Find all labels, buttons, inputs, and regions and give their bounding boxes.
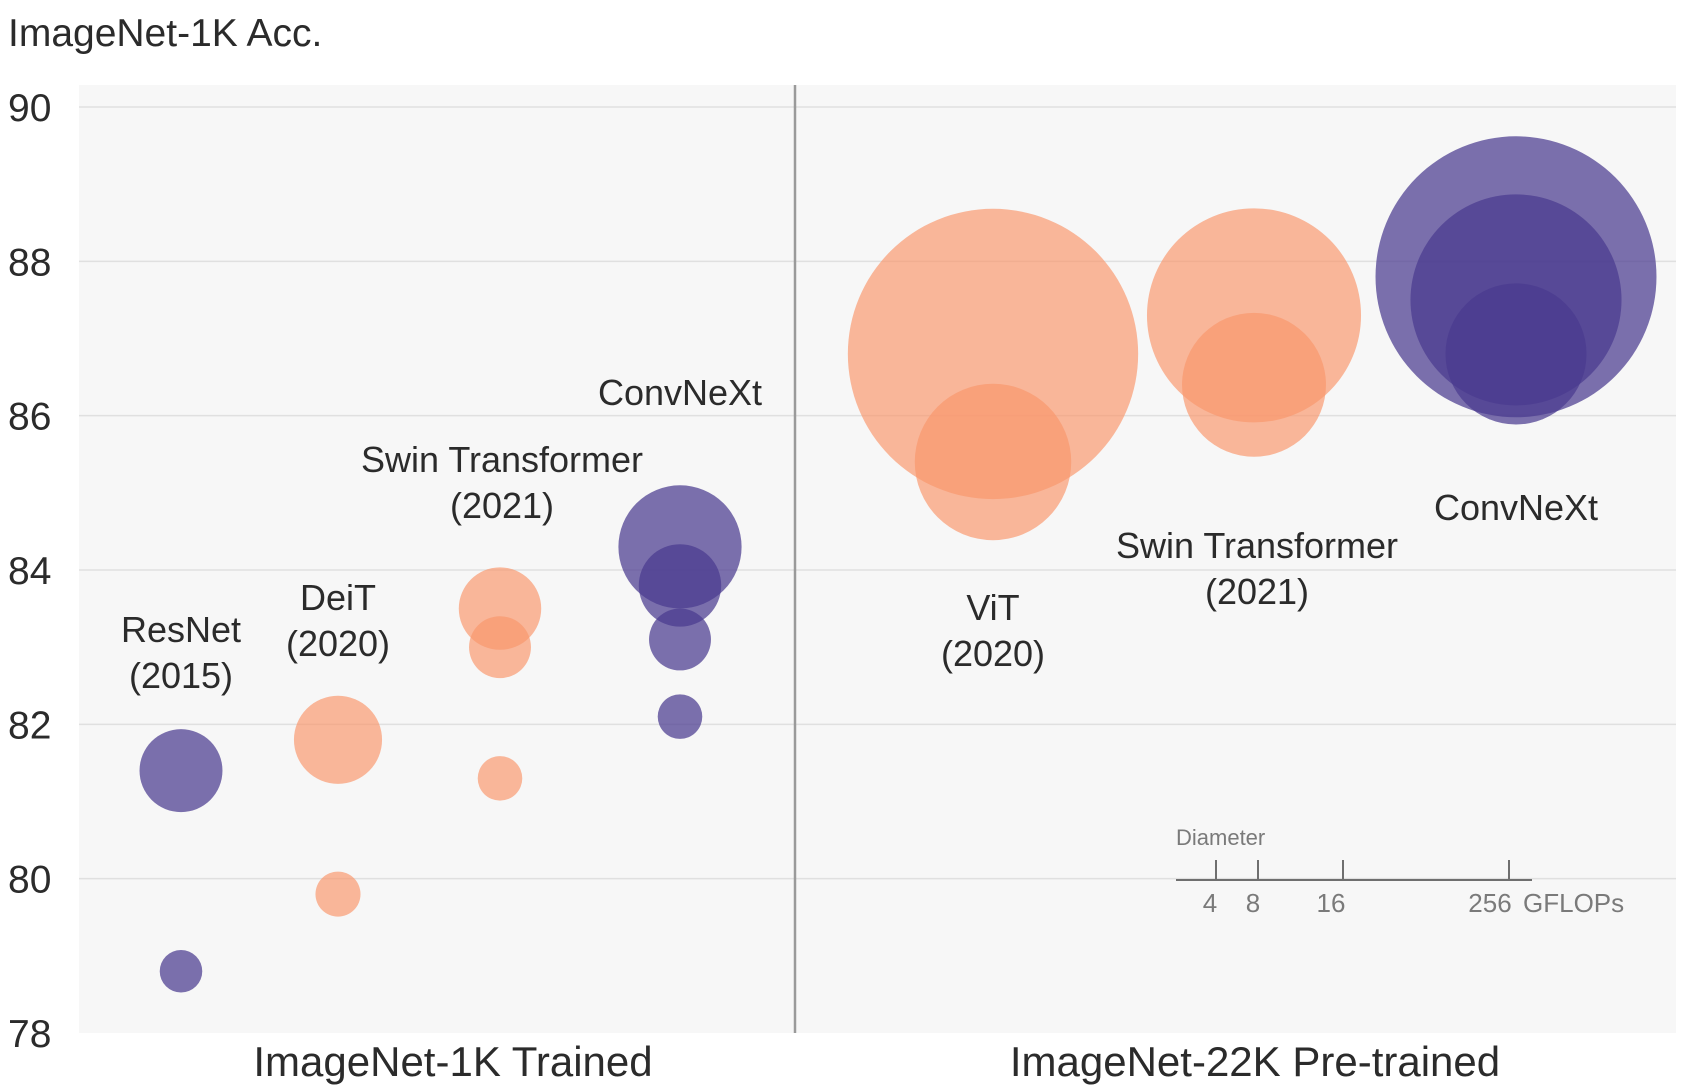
data-bubble xyxy=(315,871,361,917)
group-year-label: (2020) xyxy=(286,623,390,664)
y-tick-labels: 78 80 82 84 86 88 90 xyxy=(8,87,51,1056)
group-label: DeiT xyxy=(300,577,376,618)
legend-tick-label: 16 xyxy=(1317,888,1346,918)
data-bubble xyxy=(469,616,531,679)
group-year-label: (2021) xyxy=(450,485,554,526)
group-year-label: (2020) xyxy=(941,633,1045,674)
data-bubble xyxy=(914,383,1072,541)
data-bubble xyxy=(638,544,722,627)
group-label: ResNet xyxy=(121,609,241,650)
y-tick-label: 78 xyxy=(8,1013,51,1056)
y-tick-label: 84 xyxy=(8,550,51,593)
y-tick-label: 90 xyxy=(8,87,51,130)
legend-tick-label: 256 xyxy=(1468,888,1511,918)
y-tick-label: 86 xyxy=(8,396,51,439)
group-label: ConvNeXt xyxy=(1434,487,1598,528)
bubble-layer xyxy=(139,136,1657,993)
group-label: Swin Transformer xyxy=(1116,525,1398,566)
panel-label-imagenet-1k: ImageNet-1K Trained xyxy=(253,1038,652,1085)
data-bubble xyxy=(1182,312,1326,457)
group-label: ViT xyxy=(966,587,1019,628)
panel-label-imagenet-22k: ImageNet-22K Pre-trained xyxy=(1010,1038,1500,1085)
data-bubble xyxy=(139,729,223,813)
group-label: ConvNeXt xyxy=(598,372,762,413)
legend-title: Diameter xyxy=(1176,825,1265,850)
y-tick-label: 82 xyxy=(8,704,51,747)
y-tick-label: 88 xyxy=(8,241,51,284)
group-year-label: (2021) xyxy=(1205,571,1309,612)
group-year-label: (2015) xyxy=(129,655,233,696)
data-bubble xyxy=(293,695,383,784)
data-bubble xyxy=(1445,283,1587,425)
legend-tick-label: 4 xyxy=(1203,888,1217,918)
y-tick-label: 80 xyxy=(8,859,51,902)
y-axis-label: ImageNet-1K Acc. xyxy=(8,12,322,55)
size-legend: Diameter 4 8 16 256 GFLOPs xyxy=(1176,825,1624,918)
data-bubble xyxy=(847,208,1139,500)
legend-tick-label: 8 xyxy=(1246,888,1260,918)
data-bubble xyxy=(477,756,523,801)
group-label: Swin Transformer xyxy=(361,439,643,480)
data-bubble xyxy=(657,694,703,739)
data-bubble xyxy=(159,950,203,993)
data-bubble xyxy=(649,608,711,671)
group-labels: ResNet (2015) DeiT (2020) Swin Transformer (2… xyxy=(121,372,1598,696)
legend-unit: GFLOPs xyxy=(1523,888,1624,918)
